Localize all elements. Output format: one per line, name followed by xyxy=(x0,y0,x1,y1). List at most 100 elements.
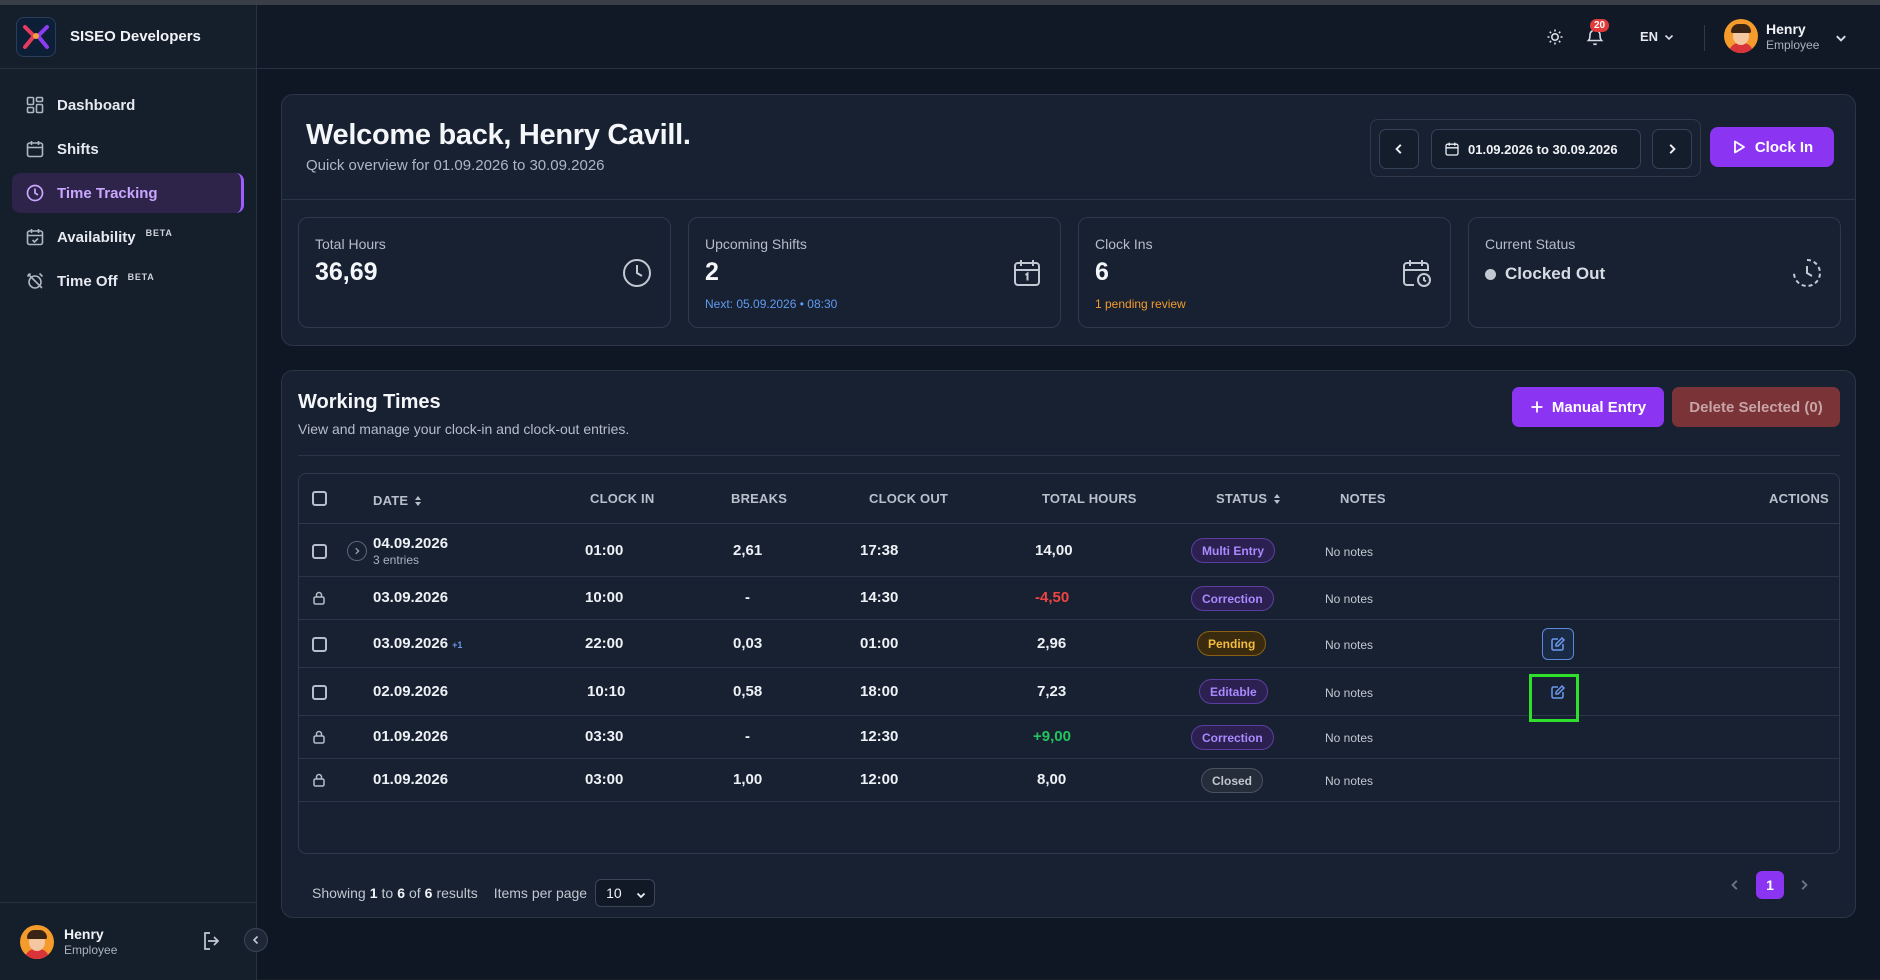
header-user-name: Henry xyxy=(1766,20,1806,37)
table-header: DATE CLOCK IN BREAKS CLOCK OUT TOTAL HOU… xyxy=(299,474,1839,524)
brand-name: SISEO Developers xyxy=(70,28,201,45)
notes-cell: No notes xyxy=(1325,545,1374,559)
sidebar-user-role: Employee xyxy=(64,943,118,957)
sidebar-user[interactable]: Henry Employee xyxy=(0,902,256,980)
row-checkbox[interactable] xyxy=(312,637,327,652)
calendar-icon xyxy=(1445,142,1459,156)
next-page-button[interactable] xyxy=(1798,879,1810,891)
stat-current-status: Current Status Clocked Out xyxy=(1468,217,1841,328)
stat-upcoming-shifts: Upcoming Shifts 2 Next: 05.09.2026 • 08:… xyxy=(688,217,1061,328)
next-period-button[interactable] xyxy=(1652,129,1692,169)
row-checkbox[interactable] xyxy=(312,544,327,559)
pager-text: of xyxy=(408,885,421,901)
language-selector[interactable]: EN xyxy=(1640,29,1674,44)
sort-icon xyxy=(1274,493,1281,504)
status-badge: Closed xyxy=(1201,768,1264,793)
column-header-clock-in: CLOCK IN xyxy=(590,491,655,506)
row-checkbox[interactable] xyxy=(312,685,327,700)
table-row[interactable]: 03.09.2026 +1 22:00 0,03 01:00 2,96 Pendi… xyxy=(299,620,1839,668)
header-user-menu[interactable]: Henry Employee xyxy=(1724,19,1819,53)
sidebar-item-label: Time Tracking xyxy=(57,184,158,202)
status-badge: Correction xyxy=(1191,725,1274,750)
clock-out-cell: 01:00 xyxy=(860,635,899,652)
expand-row-button[interactable] xyxy=(347,541,367,561)
clock-out-cell: 12:00 xyxy=(860,771,899,788)
page-button-current[interactable]: 1 xyxy=(1756,871,1784,899)
column-header-clock-out: CLOCK OUT xyxy=(869,491,949,506)
date-cell: 03.09.2026 +1 xyxy=(373,635,462,652)
chevron-down-icon xyxy=(1664,34,1674,40)
delete-selected-button[interactable]: Delete Selected (0) xyxy=(1672,387,1840,427)
items-per-page-select[interactable]: 10 xyxy=(595,879,656,907)
breaks-cell: 2,61 xyxy=(733,542,763,559)
pager-text: to xyxy=(381,885,394,901)
date-range-button[interactable]: 01.09.2026 to 30.09.2026 xyxy=(1431,129,1641,169)
items-per-page-label: Items per page xyxy=(493,885,588,901)
table-row[interactable]: 02.09.2026 10:10 0,58 18:00 7,23 Editabl… xyxy=(299,668,1839,716)
sidebar-item-time-off[interactable]: Time Off BETA xyxy=(12,261,244,301)
stat-label: Total Hours xyxy=(315,236,386,252)
clock-out-cell: 14:30 xyxy=(860,589,899,606)
status-badge: Correction xyxy=(1191,586,1274,611)
brand[interactable]: SISEO Developers xyxy=(0,5,256,69)
total-hours-cell: 2,96 xyxy=(1037,635,1067,652)
edit-entry-button[interactable] xyxy=(1542,676,1574,708)
chevron-down-icon xyxy=(636,892,646,899)
sidebar-item-label: Availability xyxy=(57,228,136,246)
stat-label: Upcoming Shifts xyxy=(705,236,807,252)
current-status-indicator: Clocked Out xyxy=(1485,264,1605,284)
calendar-icon xyxy=(26,141,44,158)
stat-label: Clock Ins xyxy=(1095,236,1153,252)
page-title: Welcome back, Henry Cavill. xyxy=(306,119,691,151)
chevron-left-icon xyxy=(252,935,259,945)
sidebar-item-dashboard[interactable]: Dashboard xyxy=(12,85,244,125)
sidebar-nav: Dashboard Shifts Time Tracking Availabil… xyxy=(0,69,256,321)
chevron-down-icon[interactable] xyxy=(1835,32,1847,44)
top-header: 20 EN Henry Employee xyxy=(257,5,1880,69)
pagination-info: Showing 1 to 6 of 6 results Items per pa… xyxy=(312,879,656,907)
section-divider xyxy=(298,455,1840,456)
sun-icon[interactable] xyxy=(1545,27,1565,47)
edit-entry-button[interactable] xyxy=(1542,628,1574,660)
date-cell: 01.09.2026 xyxy=(373,728,449,745)
clock-in-cell: 03:00 xyxy=(585,771,624,788)
previous-page-button[interactable] xyxy=(1729,879,1741,891)
total-hours-cell: +9,00 xyxy=(1033,728,1071,745)
table-row[interactable]: 01.09.2026 03:00 1,00 12:00 8,00 Closed … xyxy=(299,759,1839,802)
breaks-cell: 1,00 xyxy=(733,771,763,788)
total-hours-cell: 8,00 xyxy=(1037,771,1067,788)
lock-icon xyxy=(313,591,325,605)
avatar xyxy=(20,924,54,959)
clock-in-button[interactable]: Clock In xyxy=(1710,127,1834,167)
working-times-card: Working Times View and manage your clock… xyxy=(281,370,1856,918)
pager-to: 6 xyxy=(397,885,405,901)
date-cell: 04.09.2026 3 entries xyxy=(373,535,448,569)
table-row[interactable]: 03.09.2026 10:00 - 14:30 -4,50 Correctio… xyxy=(299,577,1839,620)
sidebar-item-availability[interactable]: Availability BETA xyxy=(12,217,244,257)
select-all-checkbox[interactable] xyxy=(312,491,327,506)
breaks-cell: 0,58 xyxy=(733,683,763,700)
column-header-date[interactable]: DATE xyxy=(373,493,422,508)
sidebar: SISEO Developers Dashboard Shifts Time T… xyxy=(0,5,257,980)
logout-icon[interactable] xyxy=(200,929,224,953)
clock-in-cell: 03:30 xyxy=(585,728,624,745)
date-range-label: 01.09.2026 to 30.09.2026 xyxy=(1468,141,1618,157)
date-range-control: 01.09.2026 to 30.09.2026 xyxy=(1370,119,1701,177)
previous-period-button[interactable] xyxy=(1379,129,1419,169)
column-header-status[interactable]: STATUS xyxy=(1216,491,1281,506)
notification-count-badge: 20 xyxy=(1590,19,1610,32)
calendar-check-icon xyxy=(26,229,44,246)
stat-value: 36,69 xyxy=(315,258,378,286)
manual-entry-button[interactable]: Manual Entry xyxy=(1512,387,1664,427)
table-row[interactable]: 04.09.2026 3 entries 01:00 2,61 17:38 14… xyxy=(299,525,1839,577)
sidebar-item-time-tracking[interactable]: Time Tracking xyxy=(12,173,244,213)
sidebar-item-shifts[interactable]: Shifts xyxy=(12,129,244,169)
status-badge: Editable xyxy=(1199,679,1268,704)
welcome-divider xyxy=(282,199,1855,200)
delete-selected-label: Delete Selected (0) xyxy=(1689,398,1823,416)
table-row[interactable]: 01.09.2026 03:30 - 12:30 +9,00 Correctio… xyxy=(299,716,1839,759)
collapse-sidebar-button[interactable] xyxy=(244,928,268,952)
alarm-off-icon xyxy=(26,272,44,289)
items-per-page-value: 10 xyxy=(606,885,622,901)
avatar xyxy=(1724,19,1758,53)
